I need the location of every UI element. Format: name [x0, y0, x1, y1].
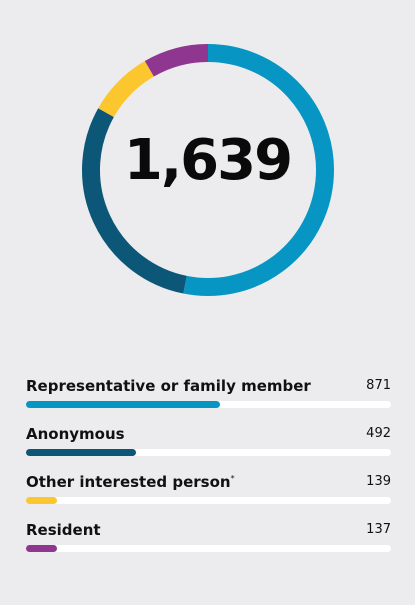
legend-label-text: Anonymous: [26, 425, 125, 443]
legend-row-other-interested-person: Other interested person* 139: [26, 470, 391, 518]
legend-label: Representative or family member: [26, 377, 311, 395]
bar-anonymous: [26, 449, 136, 456]
bar-track: [26, 401, 391, 408]
legend-row-representative-or-family-member: Representative or family member 871: [26, 374, 391, 422]
legend-label: Other interested person*: [26, 473, 235, 491]
bar-track: [26, 497, 391, 504]
bar-track: [26, 545, 391, 552]
legend-value: 139: [366, 474, 391, 489]
legend-value: 137: [366, 522, 391, 537]
legend-label-text: Resident: [26, 521, 101, 539]
bar-other-interested-person: [26, 497, 57, 504]
bar-track: [26, 449, 391, 456]
donut-slice-other-interested-person: [98, 60, 155, 118]
legend-value: 871: [366, 378, 391, 393]
legend: Representative or family member 871 Anonym…: [26, 374, 391, 566]
bar-resident: [26, 545, 57, 552]
donut-slice-anonymous: [82, 108, 187, 294]
bar-representative-or-family-member: [26, 401, 220, 408]
legend-label-text: Other interested person: [26, 473, 231, 491]
legend-label-text: Representative or family member: [26, 377, 311, 395]
legend-label: Resident: [26, 521, 101, 539]
legend-row-resident: Resident 137: [26, 518, 391, 566]
legend-value: 492: [366, 426, 391, 441]
legend-row-anonymous: Anonymous 492: [26, 422, 391, 470]
total-count: 1,639: [123, 128, 293, 193]
donut-chart: [82, 44, 334, 296]
legend-label: Anonymous: [26, 425, 125, 443]
donut-slice-resident: [144, 44, 209, 77]
donut-slice-representative-or-family-member: [183, 44, 334, 296]
footnote-mark: *: [230, 474, 235, 483]
